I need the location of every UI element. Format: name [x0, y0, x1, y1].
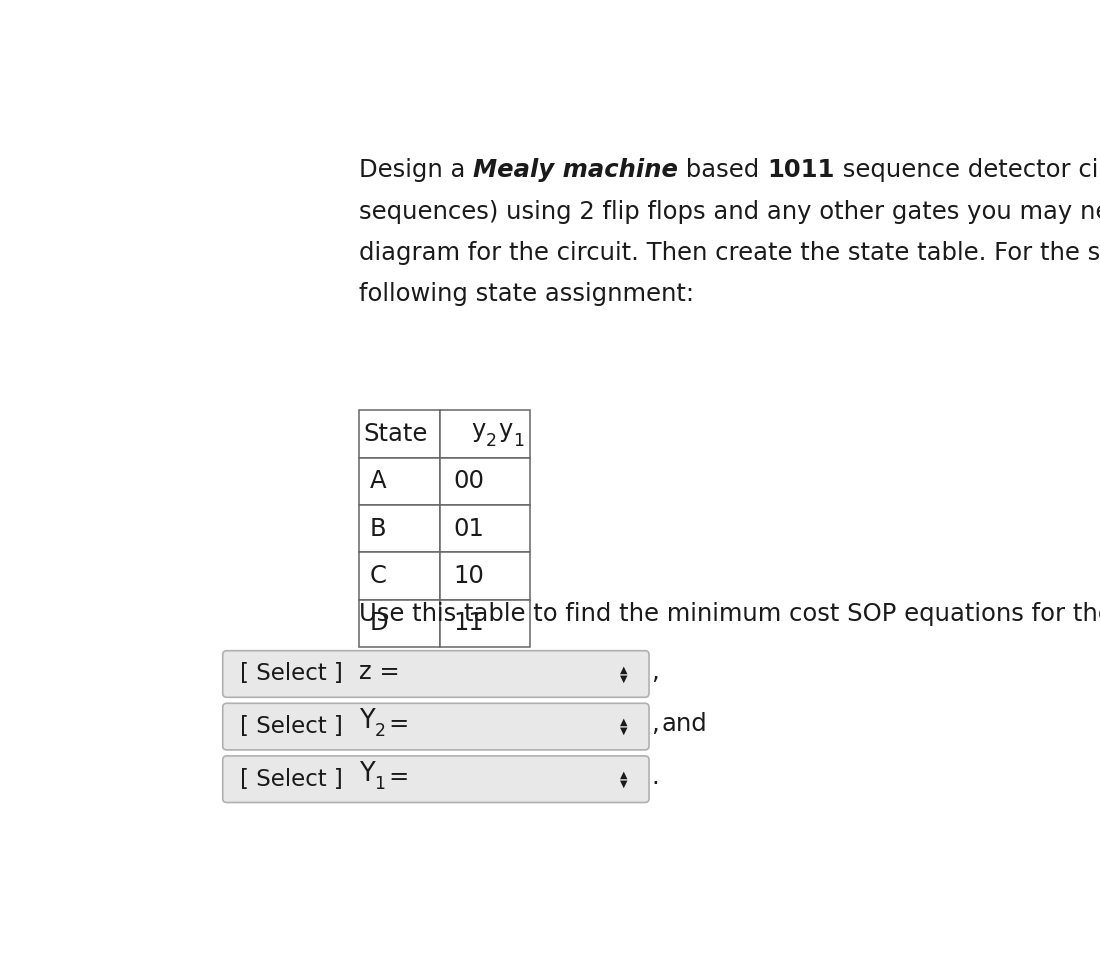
Text: =: =: [388, 765, 408, 789]
Text: [ Select ]: [ Select ]: [240, 663, 343, 685]
Text: sequences) using 2 flip flops and any other gates you may need.   First, design : sequences) using 2 flip flops and any ot…: [359, 200, 1100, 224]
Text: [ Select ]: [ Select ]: [240, 768, 343, 791]
Text: ▼: ▼: [619, 779, 627, 789]
Text: based: based: [679, 158, 768, 183]
Text: ,: ,: [651, 660, 659, 684]
Text: State: State: [363, 422, 428, 446]
Text: B: B: [370, 516, 386, 541]
Text: following state assignment:: following state assignment:: [359, 282, 694, 306]
Text: ▼: ▼: [619, 673, 627, 683]
Text: Use this table to find the minimum cost SOP equations for the following: Use this table to find the minimum cost …: [359, 602, 1100, 626]
Text: 1011: 1011: [768, 158, 835, 183]
Text: 2: 2: [486, 432, 497, 450]
Text: 1: 1: [374, 775, 385, 793]
FancyBboxPatch shape: [359, 410, 440, 458]
Text: Design a: Design a: [359, 158, 473, 183]
Text: A: A: [370, 469, 386, 493]
FancyBboxPatch shape: [359, 599, 440, 647]
Text: D: D: [370, 611, 388, 635]
Text: ▼: ▼: [619, 726, 627, 736]
Text: 00: 00: [453, 469, 484, 493]
FancyBboxPatch shape: [359, 552, 440, 599]
Text: 1: 1: [514, 432, 525, 450]
Text: C: C: [370, 564, 386, 588]
Text: 2: 2: [374, 722, 385, 740]
Text: ▲: ▲: [619, 770, 627, 780]
FancyBboxPatch shape: [440, 410, 530, 458]
FancyBboxPatch shape: [440, 458, 530, 505]
Text: Mealy machine: Mealy machine: [473, 158, 679, 183]
FancyBboxPatch shape: [440, 505, 530, 552]
Text: sequence detector circuit (including overlapping: sequence detector circuit (including ove…: [835, 158, 1100, 183]
FancyBboxPatch shape: [222, 651, 649, 697]
FancyBboxPatch shape: [359, 458, 440, 505]
Text: ,: ,: [651, 712, 659, 736]
Text: [ Select ]: [ Select ]: [240, 715, 343, 738]
Text: 10: 10: [453, 564, 484, 588]
Text: 11: 11: [453, 611, 484, 635]
Text: z =: z =: [359, 660, 400, 684]
Text: Y: Y: [359, 761, 375, 787]
Text: ▲: ▲: [619, 665, 627, 674]
FancyBboxPatch shape: [222, 704, 649, 750]
Text: y: y: [498, 418, 513, 442]
Text: .: .: [651, 765, 659, 789]
FancyBboxPatch shape: [222, 755, 649, 802]
Text: y: y: [472, 418, 486, 442]
Text: =: =: [388, 712, 408, 736]
Text: Y: Y: [359, 709, 375, 734]
FancyBboxPatch shape: [440, 552, 530, 599]
FancyBboxPatch shape: [359, 505, 440, 552]
Text: 01: 01: [453, 516, 484, 541]
Text: diagram for the circuit. Then create the state table. For the state assigned tab: diagram for the circuit. Then create the…: [359, 241, 1100, 265]
FancyBboxPatch shape: [440, 599, 530, 647]
Text: and: and: [662, 712, 707, 736]
Text: ▲: ▲: [619, 717, 627, 727]
